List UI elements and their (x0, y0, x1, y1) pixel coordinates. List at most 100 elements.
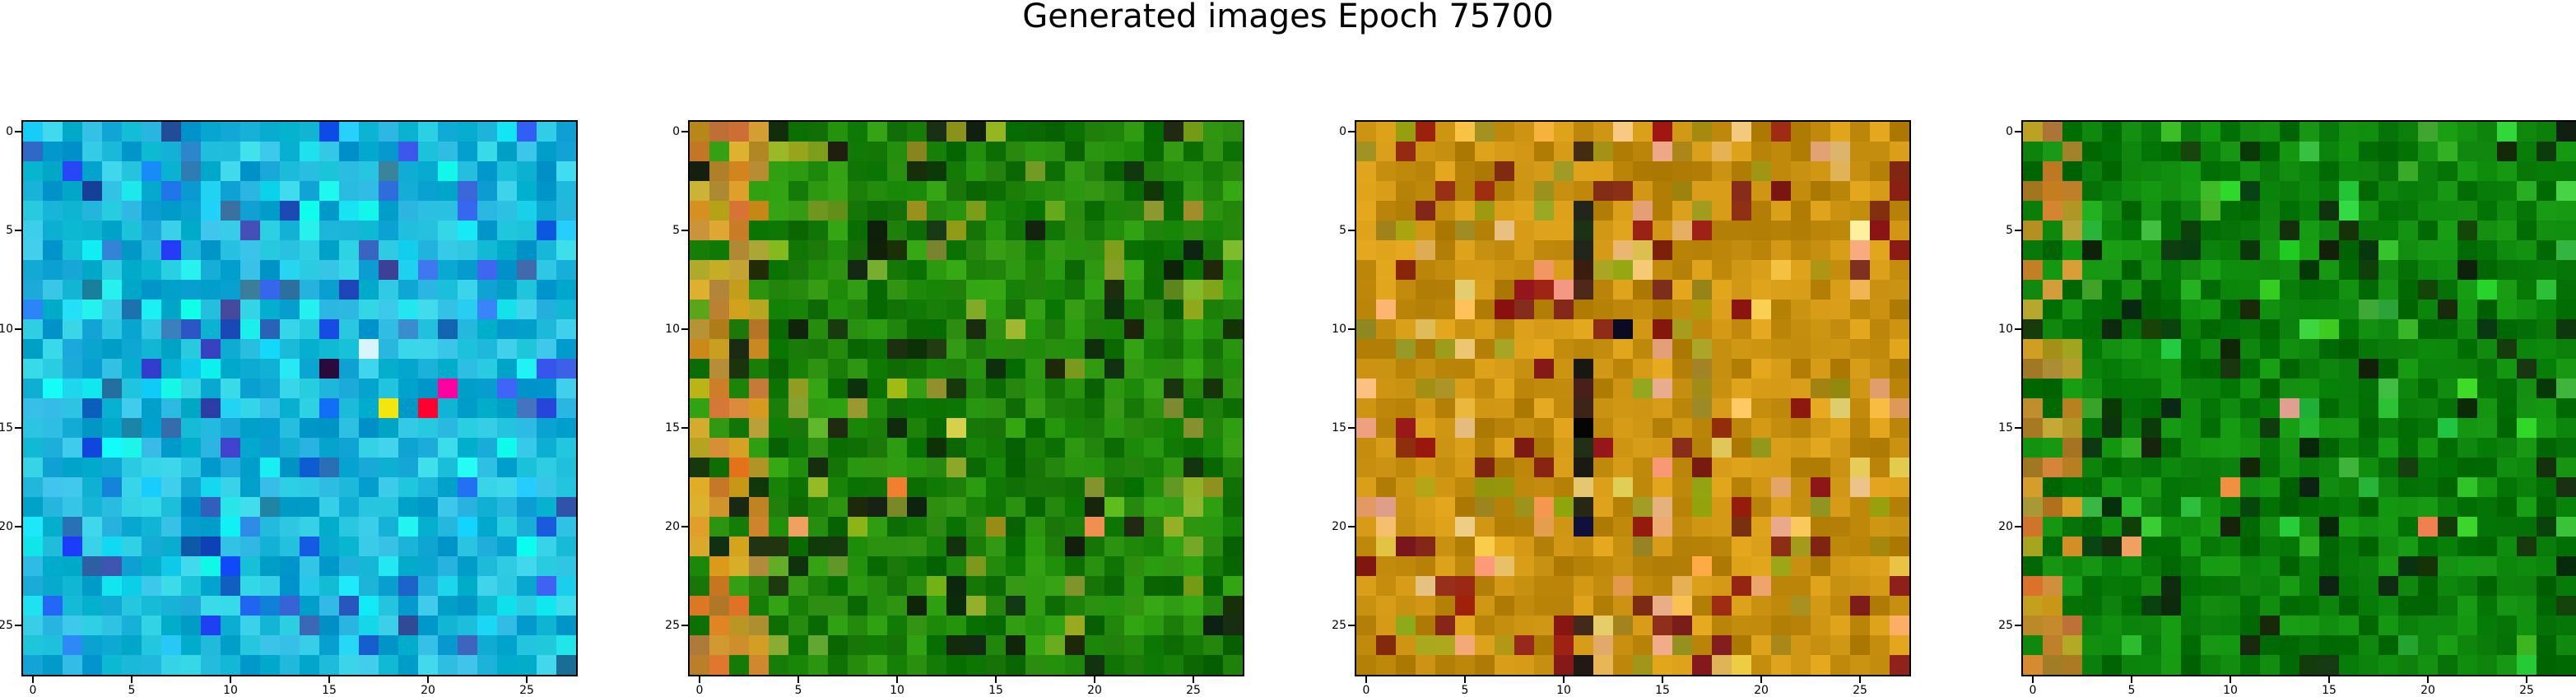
y-tick-label: 0 (1339, 125, 1346, 138)
y-tick-mark (681, 427, 688, 429)
x-tick-mark (2230, 676, 2231, 683)
x-tick-label: 0 (695, 684, 704, 697)
y-tick-mark (1348, 427, 1355, 429)
x-tick-label: 5 (128, 684, 136, 697)
x-tick-mark (1094, 676, 1095, 683)
y-tick-mark (15, 230, 21, 231)
x-tick-label: 5 (2127, 684, 2136, 697)
image-canvas-1 (23, 122, 576, 675)
y-tick-label: 5 (1339, 224, 1346, 237)
y-tick-mark (1348, 230, 1355, 231)
x-tick-mark (2526, 676, 2527, 683)
x-tick-label: 25 (519, 684, 534, 697)
y-tick-label: 15 (665, 421, 680, 434)
image-panel-4 (2021, 120, 2576, 676)
x-tick-mark (526, 676, 528, 683)
y-tick-mark (1348, 625, 1355, 626)
image-panel-1 (21, 120, 578, 676)
x-tick-label: 5 (794, 684, 802, 697)
x-tick-label: 15 (1655, 684, 1670, 697)
y-tick-label: 25 (665, 619, 680, 632)
x-tick-label: 15 (988, 684, 1003, 697)
x-tick-mark (1464, 676, 1466, 683)
y-tick-mark (681, 328, 688, 330)
x-tick-label: 25 (1186, 684, 1201, 697)
y-tick-mark (2015, 328, 2021, 330)
y-tick-mark (2015, 230, 2021, 231)
x-tick-label: 10 (1556, 684, 1571, 697)
y-tick-label: 20 (1332, 520, 1346, 533)
x-tick-label: 10 (223, 684, 238, 697)
x-tick-label: 20 (1754, 684, 1769, 697)
x-tick-label: 20 (1087, 684, 1102, 697)
y-tick-label: 15 (1332, 421, 1346, 434)
y-tick-label: 5 (2006, 224, 2013, 237)
image-panel-2 (688, 120, 1244, 676)
y-tick-mark (681, 230, 688, 231)
x-tick-label: 5 (1461, 684, 1469, 697)
image-canvas-4 (2023, 122, 2576, 675)
y-tick-label: 15 (1998, 421, 2013, 434)
y-tick-mark (1348, 526, 1355, 527)
figure-title: Generated images Epoch 75700 (1022, 0, 1554, 35)
y-tick-mark (681, 131, 688, 132)
x-tick-label: 25 (1853, 684, 1867, 697)
image-panel-3 (1355, 120, 1911, 676)
y-tick-label: 20 (0, 520, 13, 533)
x-tick-mark (427, 676, 429, 683)
x-tick-label: 0 (2029, 684, 2037, 697)
y-tick-label: 5 (6, 224, 13, 237)
y-tick-label: 25 (0, 619, 13, 632)
x-tick-mark (230, 676, 231, 683)
y-tick-label: 10 (665, 323, 680, 336)
y-tick-label: 15 (0, 421, 13, 434)
x-tick-label: 20 (2420, 684, 2435, 697)
x-tick-label: 15 (322, 684, 337, 697)
x-tick-mark (1760, 676, 1762, 683)
x-tick-mark (2328, 676, 2330, 683)
x-tick-label: 0 (1362, 684, 1370, 697)
y-tick-mark (2015, 625, 2021, 626)
y-tick-label: 25 (1998, 619, 2013, 632)
image-canvas-2 (690, 122, 1243, 675)
y-tick-mark (15, 526, 21, 527)
y-tick-mark (2015, 427, 2021, 429)
y-tick-mark (15, 328, 21, 330)
x-tick-mark (797, 676, 799, 683)
x-tick-mark (896, 676, 898, 683)
x-tick-mark (699, 676, 700, 683)
x-tick-mark (131, 676, 133, 683)
image-canvas-3 (1356, 122, 1909, 675)
y-tick-mark (15, 625, 21, 626)
x-tick-mark (32, 676, 34, 683)
y-tick-label: 10 (1332, 323, 1346, 336)
x-tick-label: 10 (890, 684, 904, 697)
y-tick-label: 10 (0, 323, 13, 336)
x-tick-mark (1662, 676, 1663, 683)
x-tick-label: 20 (421, 684, 435, 697)
y-tick-mark (1348, 328, 1355, 330)
x-tick-mark (2131, 676, 2132, 683)
y-tick-mark (2015, 526, 2021, 527)
y-tick-mark (2015, 131, 2021, 132)
y-tick-label: 20 (1998, 520, 2013, 533)
y-tick-label: 0 (6, 125, 13, 138)
y-tick-mark (681, 526, 688, 527)
x-tick-label: 10 (2223, 684, 2238, 697)
y-tick-label: 20 (665, 520, 680, 533)
x-tick-mark (328, 676, 330, 683)
x-tick-mark (1859, 676, 1861, 683)
x-tick-mark (2032, 676, 2034, 683)
x-tick-label: 0 (29, 684, 37, 697)
y-tick-label: 5 (672, 224, 680, 237)
x-tick-mark (1365, 676, 1367, 683)
x-tick-label: 25 (2519, 684, 2534, 697)
y-tick-mark (681, 625, 688, 626)
x-tick-mark (1193, 676, 1194, 683)
x-tick-mark (995, 676, 997, 683)
y-tick-label: 0 (2006, 125, 2013, 138)
y-tick-label: 0 (672, 125, 680, 138)
y-tick-mark (1348, 131, 1355, 132)
y-tick-label: 25 (1332, 619, 1346, 632)
y-tick-mark (15, 131, 21, 132)
